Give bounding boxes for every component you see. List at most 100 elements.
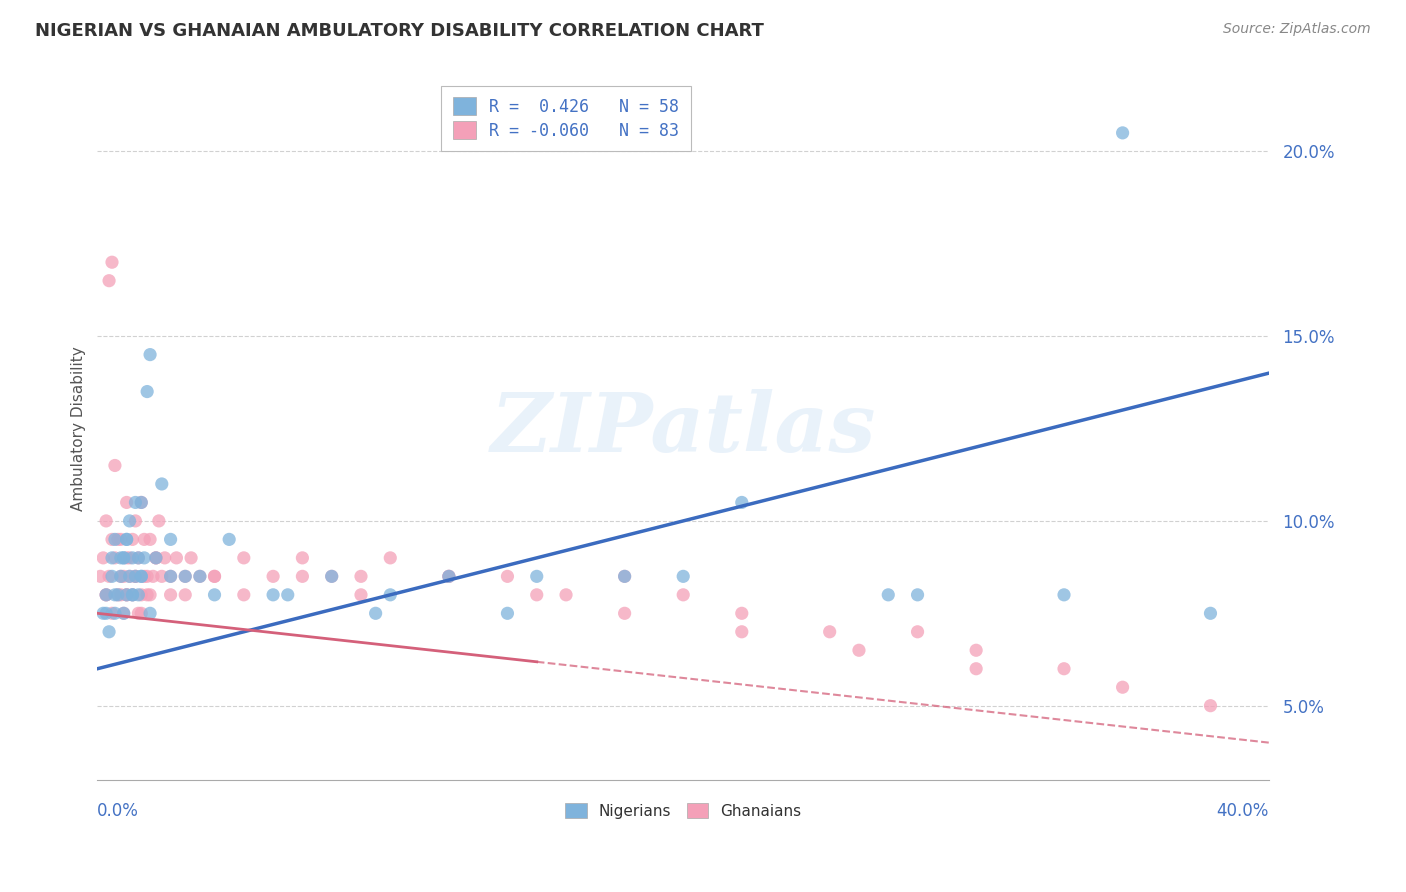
Point (94, 607, 117, 621)
Point (118, 569, 141, 583)
Point (907, 624, 929, 639)
Point (159, 569, 181, 583)
Point (121, 588, 143, 602)
Point (129, 569, 152, 583)
Point (118, 514, 141, 528)
Point (818, 624, 841, 639)
Point (145, 550, 167, 565)
Point (110, 588, 132, 602)
Point (555, 588, 578, 602)
Point (115, 588, 138, 602)
Text: ZIPatlas: ZIPatlas (491, 389, 876, 468)
Y-axis label: Ambulatory Disability: Ambulatory Disability (72, 346, 86, 511)
Point (731, 607, 754, 621)
Point (112, 550, 135, 565)
Point (139, 607, 162, 621)
Point (321, 569, 343, 583)
Point (139, 533, 162, 547)
Point (107, 588, 129, 602)
Point (672, 569, 695, 583)
Point (118, 550, 141, 565)
Point (115, 588, 138, 602)
Point (1053, 662, 1076, 676)
Point (101, 569, 124, 583)
Point (129, 495, 152, 509)
Point (91, 607, 114, 621)
Point (124, 495, 146, 509)
Point (145, 550, 167, 565)
Point (136, 384, 159, 399)
Point (364, 607, 387, 621)
Point (174, 569, 197, 583)
Point (613, 569, 636, 583)
Point (115, 533, 138, 547)
Point (118, 569, 141, 583)
Point (218, 533, 240, 547)
Point (907, 588, 929, 602)
Point (127, 550, 149, 565)
Point (148, 514, 170, 528)
Point (104, 607, 127, 621)
Text: 40.0%: 40.0% (1216, 802, 1270, 820)
Point (129, 495, 152, 509)
Point (98, 274, 121, 288)
Point (134, 569, 156, 583)
Point (104, 550, 127, 565)
Point (136, 569, 159, 583)
Point (124, 514, 146, 528)
Point (437, 569, 460, 583)
Point (174, 588, 197, 602)
Point (121, 550, 143, 565)
Point (94, 588, 117, 602)
Point (110, 533, 132, 547)
Point (262, 588, 284, 602)
Point (877, 588, 900, 602)
Point (965, 662, 987, 676)
Point (153, 550, 176, 565)
Point (121, 533, 143, 547)
Point (139, 588, 162, 602)
Point (613, 607, 636, 621)
Legend: Nigerians, Ghanaians: Nigerians, Ghanaians (560, 797, 807, 824)
Point (1053, 588, 1076, 602)
Point (101, 533, 124, 547)
Point (112, 569, 135, 583)
Point (165, 550, 187, 565)
Point (115, 588, 138, 602)
Point (731, 495, 754, 509)
Point (127, 607, 149, 621)
Point (104, 588, 127, 602)
Point (526, 588, 548, 602)
Point (291, 569, 314, 583)
Point (94, 588, 117, 602)
Point (104, 458, 127, 473)
Point (672, 588, 695, 602)
Point (174, 569, 197, 583)
Point (101, 255, 124, 269)
Point (124, 569, 146, 583)
Point (98, 569, 121, 583)
Point (350, 588, 373, 602)
Point (1199, 607, 1222, 621)
Point (180, 550, 202, 565)
Point (91, 550, 114, 565)
Point (89, 569, 111, 583)
Point (127, 588, 149, 602)
Point (129, 569, 152, 583)
Point (188, 569, 211, 583)
Point (129, 607, 152, 621)
Point (112, 607, 135, 621)
Point (150, 477, 173, 491)
Point (159, 533, 181, 547)
Point (136, 588, 159, 602)
Point (115, 495, 138, 509)
Point (496, 569, 519, 583)
Point (115, 533, 138, 547)
Point (350, 569, 373, 583)
Point (112, 607, 135, 621)
Point (159, 588, 181, 602)
Point (139, 348, 162, 362)
Point (145, 550, 167, 565)
Point (150, 569, 173, 583)
Point (134, 550, 156, 565)
